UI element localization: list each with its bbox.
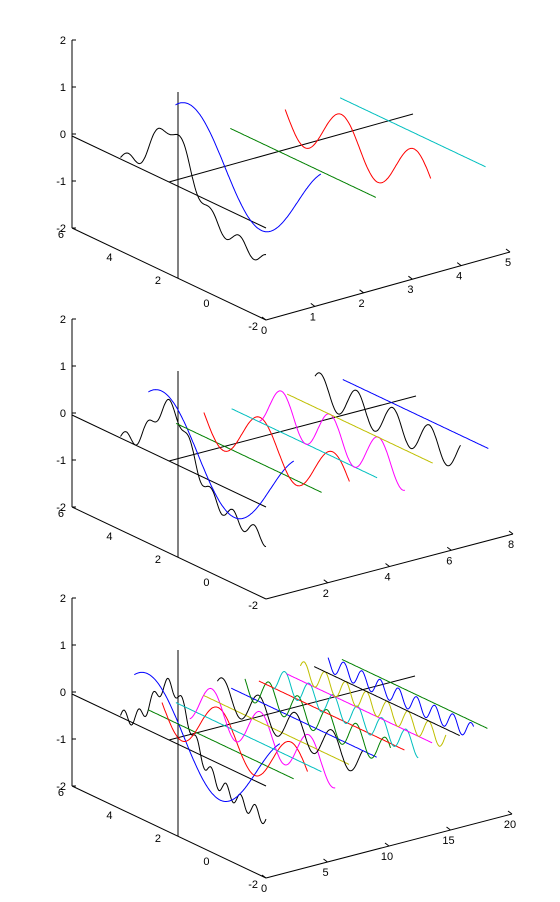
y-tick-label: 4 [106,810,112,822]
x-tick-label: 15 [442,835,454,847]
x-tick [505,248,511,253]
x-tick-label: 0 [261,325,267,337]
z-tick-label: -1 [56,455,66,467]
series-line-2 [148,389,295,520]
z-tick-label: 0 [60,129,66,141]
series-line-5 [339,97,486,168]
x-tick-label: 5 [322,867,328,879]
series-line-4 [284,109,432,184]
x-tick [310,302,316,307]
z-tick-label: 1 [60,640,66,652]
series-line-12 [272,670,419,759]
series-line-6 [259,390,405,491]
reference-x-line [168,395,417,462]
z-tick-label: 0 [60,687,66,699]
series-line-7 [286,393,433,464]
x-tick [507,810,513,815]
series-line-4 [203,412,350,487]
z-tick-label: 0 [60,408,66,420]
y-tick-label: 6 [58,508,64,520]
x-tick [323,579,329,584]
series-line-2 [134,671,281,802]
x-tick-label: 5 [505,257,511,269]
x-tick [385,563,390,567]
z-tick-label: 2 [60,314,66,326]
series-line-6 [189,687,336,789]
y-tick-label: 0 [203,298,209,310]
series-line-13 [286,673,433,744]
x-tick [446,826,451,831]
x-tick-label: 10 [381,851,393,863]
x-tick [261,316,267,321]
x-tick-label: 4 [456,271,462,283]
series-line-10 [244,678,391,759]
series-line-3 [175,422,322,493]
series-line-9 [230,687,377,758]
x-tick-label: 0 [261,883,267,895]
y-tick-label: -2 [248,879,258,891]
series-line-7 [203,694,350,765]
z-tick-label: -1 [56,176,66,188]
x-tick [323,858,328,863]
y-axis-line [71,785,267,879]
x-tick [359,289,364,294]
series-line-16 [327,657,475,736]
x-tick-label: 4 [384,572,390,584]
z-tick-label: -1 [56,734,66,746]
y-tick-label: -2 [248,600,258,612]
z-tick-label: 2 [60,35,66,47]
series-line-3 [230,127,377,198]
x-tick [446,546,452,551]
series-line-15 [313,666,460,737]
x-tick [408,275,413,280]
z-tick-label: 1 [60,361,66,373]
series-line-5 [175,702,322,773]
y-tick-label: 2 [155,833,161,845]
y-tick-label: 2 [155,554,161,566]
x-tick-label: 6 [446,555,452,567]
x-axis-line [265,251,511,321]
y-tick-label: 0 [203,577,209,589]
series-line-2 [175,102,322,233]
x-tick-label: 1 [310,311,316,323]
z-tick-label: -2 [56,781,66,793]
x-tick [384,842,390,847]
series-line-17 [341,658,488,729]
x-tick [508,530,514,535]
series-line-1 [120,398,267,548]
x-tick-label: 2 [323,588,329,600]
z-tick-label: -2 [56,223,66,235]
reference-x-line [168,675,416,741]
x-tick-label: 20 [504,819,516,831]
series-line-4 [161,702,308,777]
series-line-9 [342,379,489,449]
y-tick-label: 6 [58,229,64,241]
y-tick-label: -2 [248,321,258,333]
z-tick-label: 1 [60,82,66,94]
y-axis-line [71,506,267,600]
x-tick [261,874,267,879]
y-axis-line [71,227,267,321]
x-tick [456,262,462,267]
x-tick-label: 2 [359,298,365,310]
z-tick-label: 2 [60,593,66,605]
y-tick-label: 6 [58,787,64,799]
series-line-3 [147,709,294,780]
x-tick-label: 8 [508,539,514,551]
y-tick-label: 2 [155,275,161,287]
y-tick-label: 4 [106,252,112,264]
y-tick-label: 4 [106,531,112,543]
z-tick-label: -2 [56,502,66,514]
x-tick-label: 3 [407,284,413,296]
reference-x-line [168,113,414,183]
series-line-1 [120,127,267,261]
y-tick-label: 0 [203,856,209,868]
series-line-8 [314,372,461,467]
series-line-11 [258,680,405,751]
